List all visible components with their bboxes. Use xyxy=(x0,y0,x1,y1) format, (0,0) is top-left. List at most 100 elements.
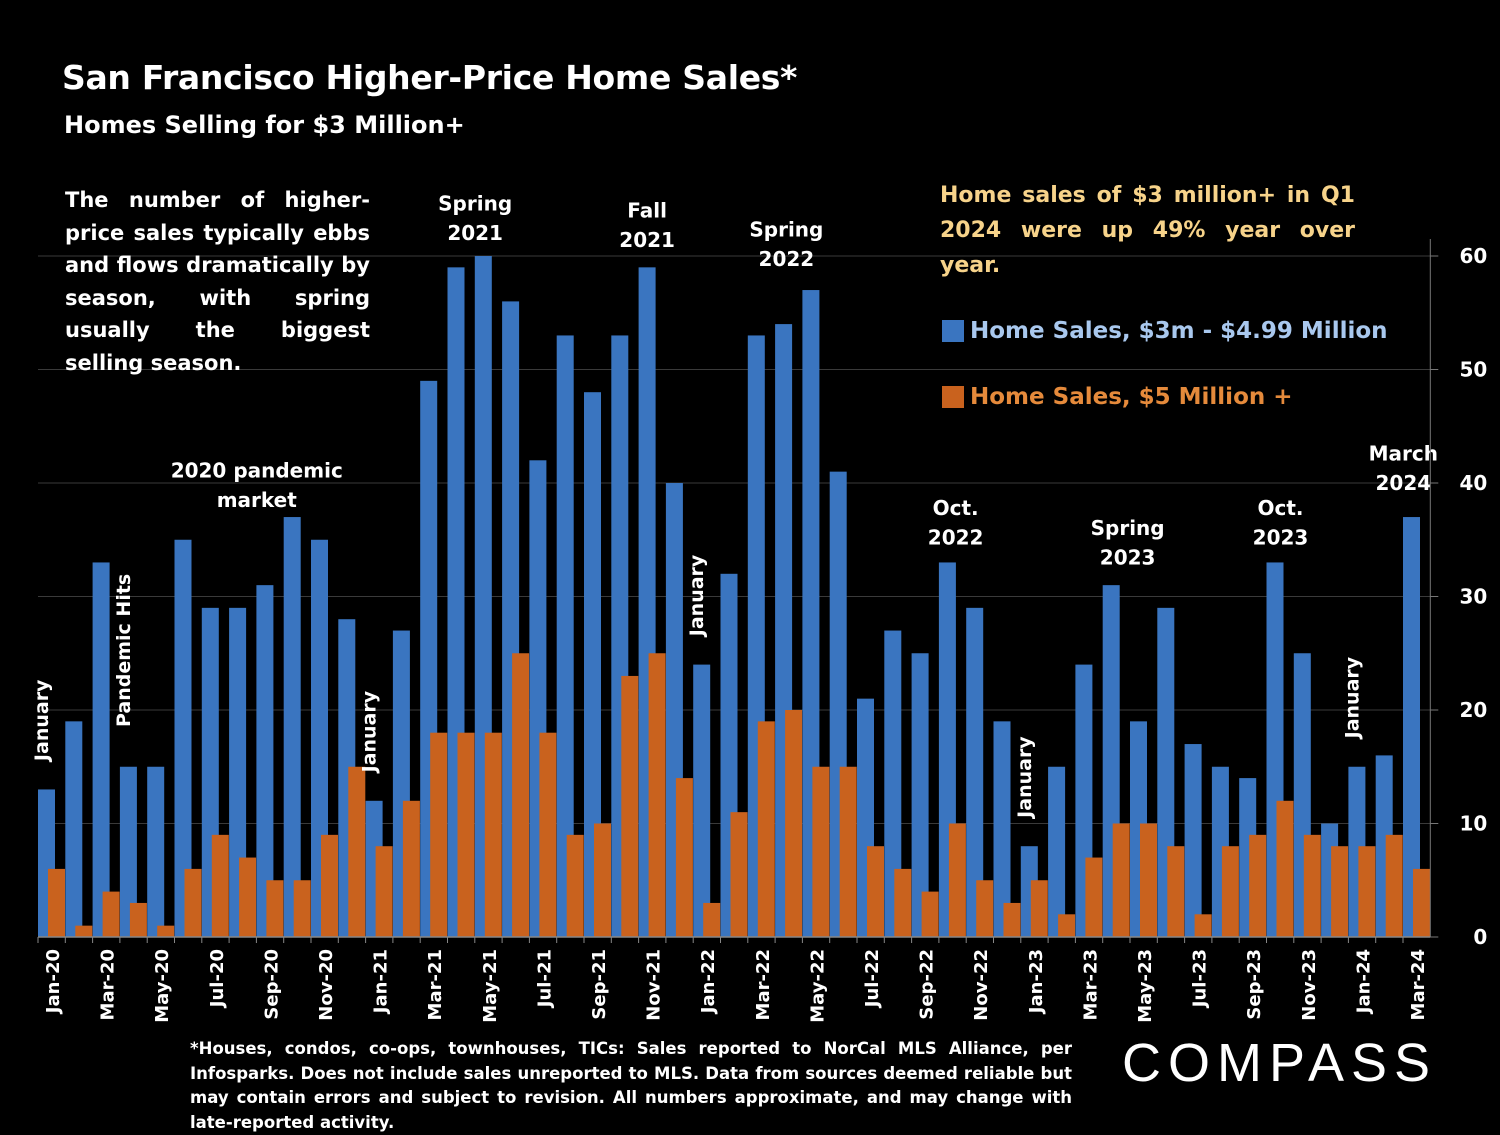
x-tick-label: Jul-23 xyxy=(1190,949,1211,1009)
bar-series2 xyxy=(867,846,884,937)
bar-series2 xyxy=(621,675,639,937)
bar-series2 xyxy=(48,868,65,937)
bar-series2 xyxy=(430,732,448,937)
x-tick-label: May-23 xyxy=(1135,949,1156,1023)
bar-series2 xyxy=(812,766,830,937)
bar-series1 xyxy=(556,335,574,937)
bar-series1 xyxy=(911,653,929,937)
x-tick-label: May-22 xyxy=(807,949,828,1023)
bar-series2 xyxy=(675,778,693,937)
x-tick-label: Sep-22 xyxy=(917,949,938,1020)
annotation-label: January xyxy=(686,554,708,638)
annotation-label: January xyxy=(359,690,381,774)
x-tick-label: Mar-24 xyxy=(1408,949,1429,1020)
x-tick-label: Jul-21 xyxy=(534,949,555,1009)
bar-series2 xyxy=(348,766,366,937)
x-tick-label: Nov-20 xyxy=(316,949,337,1021)
bar-series2 xyxy=(293,880,311,937)
y-tick-label: 60 xyxy=(1459,244,1487,268)
bar-series2 xyxy=(839,766,857,937)
bar-series1 xyxy=(229,607,247,937)
y-tick-label: 0 xyxy=(1473,925,1487,949)
annotation-label: 2022 xyxy=(928,525,984,549)
x-tick-label: Jan-21 xyxy=(371,949,392,1015)
bar-series2 xyxy=(566,834,584,937)
bars xyxy=(38,256,1430,938)
bar-series2 xyxy=(1030,880,1048,937)
bar-series1 xyxy=(993,721,1011,937)
bar-series2 xyxy=(730,812,748,937)
x-tick-label: Mar-20 xyxy=(98,949,119,1020)
x-tick-label: Nov-21 xyxy=(644,949,665,1021)
y-tick-label: 50 xyxy=(1459,358,1487,382)
x-tick-label: Sep-21 xyxy=(589,949,610,1020)
bar-series2 xyxy=(321,834,338,937)
annotation-label: March xyxy=(1369,441,1438,465)
bar-series2 xyxy=(648,653,666,937)
bar-series1 xyxy=(92,562,110,937)
bar-series2 xyxy=(75,925,93,937)
bar-series2 xyxy=(1085,857,1103,937)
annotation-label: 2021 xyxy=(447,221,503,245)
bar-series2 xyxy=(1140,823,1157,937)
annotation-label: Fall xyxy=(627,198,667,222)
bar-series2 xyxy=(1249,834,1267,937)
bar-series1 xyxy=(65,721,83,937)
x-tick-label: Mar-22 xyxy=(753,949,774,1020)
annotations: January Pandemic Hits January January Januar… xyxy=(31,192,1438,820)
bar-series2 xyxy=(894,868,912,937)
annotation-label: 2023 xyxy=(1253,525,1309,549)
bar-series2 xyxy=(375,846,393,937)
annotation-label: Spring xyxy=(749,218,823,242)
bar-series1 xyxy=(584,392,601,937)
x-tick-label: Jul-20 xyxy=(207,949,228,1009)
annotation-label: market xyxy=(217,488,298,512)
x-tick-label: Jan-22 xyxy=(698,949,719,1015)
footnote: *Houses, condos, co-ops, townhouses, TIC… xyxy=(190,1039,1072,1132)
bar-series2 xyxy=(1358,846,1376,937)
bar-series2 xyxy=(402,800,420,937)
bar-series2 xyxy=(1276,800,1294,937)
compass-logo: COMPASS xyxy=(1122,1033,1438,1093)
bar-series2 xyxy=(976,880,994,937)
bar-series1 xyxy=(693,664,711,937)
x-tick-label: Mar-23 xyxy=(1080,949,1101,1020)
bar-series2 xyxy=(785,710,803,937)
bar-series2 xyxy=(1194,914,1212,937)
annotation-label: January xyxy=(1341,656,1363,740)
bar-series2 xyxy=(239,857,257,937)
bar-series2 xyxy=(1331,846,1349,937)
seasonality-note: The number of higher-price sales typical… xyxy=(65,188,370,375)
x-tick-label: May-21 xyxy=(480,949,501,1023)
bar-series2 xyxy=(1413,868,1430,937)
y-tick-label: 30 xyxy=(1459,585,1487,609)
bar-series1 xyxy=(174,539,192,937)
annotation-label: 2020 pandemic xyxy=(171,458,343,482)
bar-series2 xyxy=(539,732,557,937)
chart-title: San Francisco Higher-Price Home Sales* xyxy=(62,58,798,97)
annotation-label: Spring xyxy=(1091,516,1165,540)
annotation-label: 2024 xyxy=(1376,471,1432,495)
legend-item-series1: Home Sales, $3m - $4.99 Million xyxy=(942,318,1388,344)
legend-item-series2: Home Sales, $5 Million + xyxy=(942,384,1293,410)
bar-series2 xyxy=(1221,846,1239,937)
legend-label-series2: Home Sales, $5 Million + xyxy=(970,384,1293,410)
bar-series2 xyxy=(703,902,721,937)
bar-series2 xyxy=(1112,823,1130,937)
x-tick-label: Sep-23 xyxy=(1244,949,1265,1020)
q1-highlight-note: Home sales of $3 million+ in Q1 2024 wer… xyxy=(940,183,1355,278)
x-tick-label: Jan-20 xyxy=(43,949,64,1015)
bar-series1 xyxy=(1048,766,1066,937)
bar-series2 xyxy=(211,834,229,937)
bar-series2 xyxy=(184,868,202,937)
bar-series1 xyxy=(966,607,984,937)
annotation-label: 2021 xyxy=(619,228,675,252)
annotation-label: January xyxy=(31,679,53,763)
chart-subtitle: Homes Selling for $3 Million+ xyxy=(64,111,465,139)
bar-series2 xyxy=(1303,834,1321,937)
bar-series2 xyxy=(129,902,147,937)
bar-series2 xyxy=(512,653,530,937)
bar-series1 xyxy=(119,766,137,937)
annotation-label: Oct. xyxy=(1257,496,1303,520)
annotation-label: Pandemic Hits xyxy=(113,574,135,727)
